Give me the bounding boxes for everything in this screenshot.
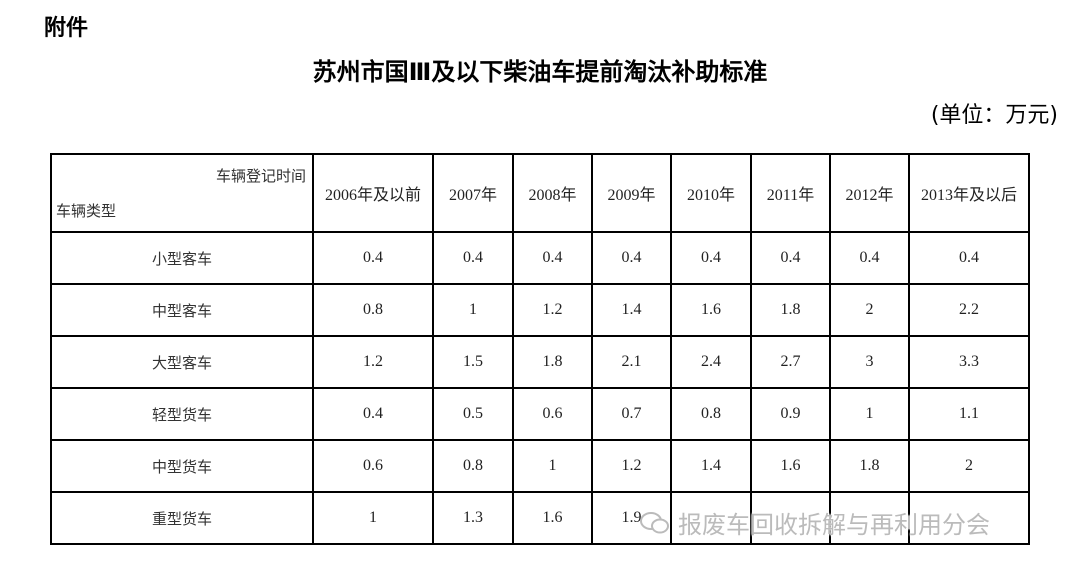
cell: 3 xyxy=(829,335,910,389)
row-name: 轻型货车 xyxy=(50,387,314,441)
column-header: 2006年及以前 xyxy=(312,153,434,233)
cell: 0.4 xyxy=(829,231,910,285)
wechat-icon xyxy=(640,511,669,533)
column-header: 2013年及以后 xyxy=(908,153,1030,233)
cell: 1.6 xyxy=(750,439,831,493)
corner-bottom: 车辆类型 xyxy=(56,202,117,220)
cell xyxy=(829,491,910,545)
cell: 1.1 xyxy=(908,387,1030,441)
cell: 2 xyxy=(908,439,1030,493)
cell: 2.4 xyxy=(670,335,752,389)
cell xyxy=(750,491,831,545)
cell: 1.4 xyxy=(670,439,752,493)
cell: 0.6 xyxy=(512,387,593,441)
column-header: 2012年 xyxy=(829,153,910,233)
corner-top: 车辆登记时间 xyxy=(215,167,306,185)
row-name: 小型客车 xyxy=(50,231,314,285)
cell: 1.4 xyxy=(591,283,672,337)
cell xyxy=(670,491,752,545)
cell: 0.5 xyxy=(432,387,514,441)
cell: 0.7 xyxy=(591,387,672,441)
cell: 0.4 xyxy=(908,231,1030,285)
column-header: 2011年 xyxy=(750,153,831,233)
cell: 0.6 xyxy=(312,439,434,493)
cell: 1.2 xyxy=(512,283,593,337)
cell: 0.9 xyxy=(750,387,831,441)
table-row: 小型客车 0.4 0.4 0.4 0.4 0.4 0.4 0.4 0.4 xyxy=(50,231,1030,285)
cell: 1.5 xyxy=(432,335,514,389)
cell: 1.6 xyxy=(670,283,752,337)
cell: 1.9 xyxy=(591,491,672,545)
table-row: 中型客车 0.8 1 1.2 1.4 1.6 1.8 2 2.2 xyxy=(50,283,1030,337)
row-name: 大型客车 xyxy=(50,335,314,389)
table-row: 中型货车 0.6 0.8 1 1.2 1.4 1.6 1.8 2 xyxy=(50,439,1030,493)
table-row: 重型货车 1 1.3 1.6 1.9 xyxy=(50,491,1030,545)
row-name: 中型货车 xyxy=(50,439,314,493)
cell: 0.8 xyxy=(670,387,752,441)
cell: 2.2 xyxy=(908,283,1030,337)
cell: 1.8 xyxy=(750,283,831,337)
cell: 0.8 xyxy=(432,439,514,493)
cell: 0.4 xyxy=(750,231,831,285)
table-row: 大型客车 1.2 1.5 1.8 2.1 2.4 2.7 3 3.3 xyxy=(50,335,1030,389)
title: 苏州市国Ⅲ及以下柴油车提前淘汰补助标准 xyxy=(312,58,768,86)
cell: 2.7 xyxy=(750,335,831,389)
cell: 0.4 xyxy=(670,231,752,285)
cell: 0.4 xyxy=(512,231,593,285)
cell: 0.4 xyxy=(432,231,514,285)
cell: 2 xyxy=(829,283,910,337)
cell: 2.1 xyxy=(591,335,672,389)
cell: 0.4 xyxy=(312,387,434,441)
column-header: 2007年 xyxy=(432,153,514,233)
watermark: 报废车回收拆解与再利用分会 xyxy=(640,505,990,540)
corner-cell: 车辆登记时间车辆类型 xyxy=(50,153,314,233)
row-name: 重型货车 xyxy=(50,491,314,545)
cell xyxy=(908,491,1030,545)
cell: 1.6 xyxy=(512,491,593,545)
cell: 3.3 xyxy=(908,335,1030,389)
cell: 1.2 xyxy=(312,335,434,389)
table-row: 轻型货车 0.4 0.5 0.6 0.7 0.8 0.9 1 1.1 xyxy=(50,387,1030,441)
cell: 1.8 xyxy=(512,335,593,389)
cell: 0.4 xyxy=(312,231,434,285)
attachment-label: 附件 xyxy=(44,16,89,41)
subsidy-table: 车辆登记时间 车辆类型 2006年及以前 2007年 2008年 2009年 2010年 20… xyxy=(50,153,1030,545)
column-header: 2009年 xyxy=(591,153,672,233)
cell: 1 xyxy=(512,439,593,493)
cell: 1.8 xyxy=(829,439,910,493)
cell: 1 xyxy=(829,387,910,441)
cell: 1.3 xyxy=(432,491,514,545)
cell: 1 xyxy=(432,283,514,337)
watermark-text: 报废车回收拆解与再利用分会 xyxy=(678,511,990,539)
cell: 1 xyxy=(312,491,434,545)
unit: (单位：万元) xyxy=(930,103,1058,128)
column-header: 2010年 xyxy=(670,153,752,233)
column-header: 2008年 xyxy=(512,153,593,233)
header-row: 车辆登记时间 车辆类型 2006年及以前 2007年 2008年 2009年 2010年 20… xyxy=(50,153,1030,233)
cell: 0.4 xyxy=(591,231,672,285)
cell: 0.8 xyxy=(312,283,434,337)
row-name: 中型客车 xyxy=(50,283,314,337)
cell: 1.2 xyxy=(591,439,672,493)
